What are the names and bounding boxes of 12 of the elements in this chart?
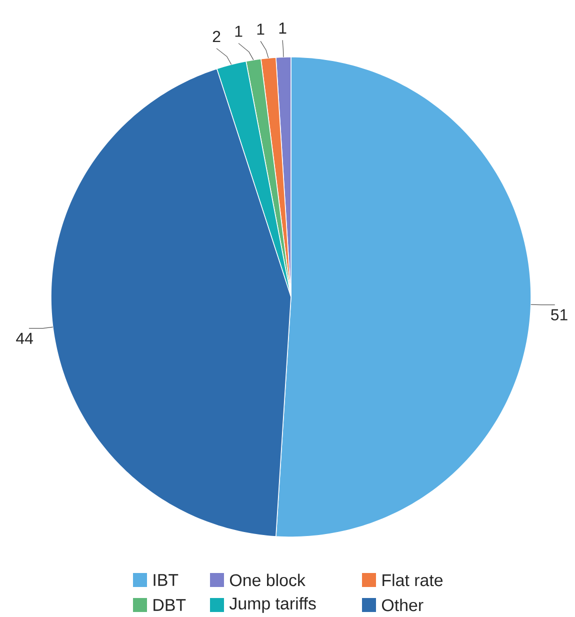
legend-label: Other	[382, 598, 424, 612]
legend-label: Jump tariffs	[229, 597, 316, 613]
legend-label: IBT	[154, 574, 178, 586]
data-label: 1	[235, 26, 242, 37]
legend-label: DBT	[154, 599, 186, 611]
legend-label: One block	[230, 574, 306, 586]
data-label: 1	[279, 22, 286, 34]
legend-label: Flat rate	[382, 574, 443, 586]
data-label: 2	[212, 30, 220, 42]
data-label: 1	[257, 24, 264, 35]
data-label: 44	[16, 332, 33, 344]
data-label: 51	[551, 309, 568, 320]
